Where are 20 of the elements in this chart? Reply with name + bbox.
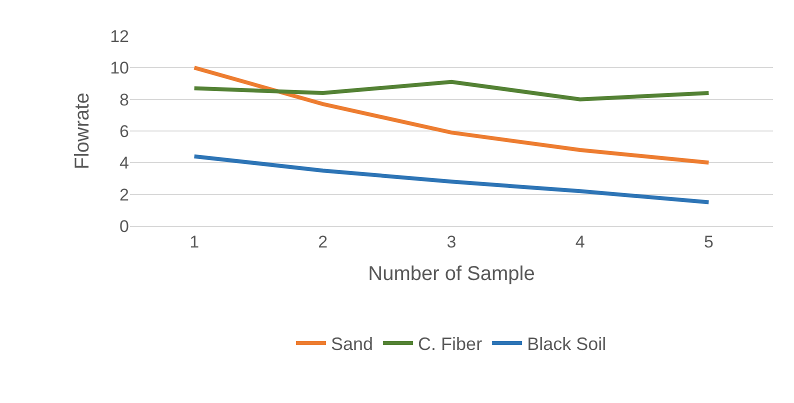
line-series — [192, 154, 711, 204]
x-tick-label: 4 — [575, 232, 585, 252]
x-tick-label: 5 — [704, 232, 714, 252]
y-tick-label: 8 — [120, 90, 129, 110]
legend-label: Sand — [331, 334, 374, 354]
y-tick-label: 12 — [110, 26, 129, 46]
x-tick-label: 3 — [446, 232, 456, 252]
line-series — [192, 66, 711, 165]
line-series — [192, 80, 711, 102]
legend-label: Black Soil — [527, 334, 606, 354]
y-axis-title: Flowrate — [72, 92, 94, 170]
x-tick-label: 2 — [318, 232, 328, 252]
x-tick-label: 1 — [190, 232, 200, 252]
y-tick-label: 6 — [120, 122, 129, 141]
y-tick-label: 4 — [120, 154, 129, 173]
y-tick-label: 0 — [120, 216, 129, 236]
legend-label: C. Fiber — [418, 334, 482, 354]
x-axis-title: Number of Sample — [368, 262, 535, 285]
y-tick-label: 10 — [110, 58, 129, 78]
y-tick-label: 2 — [120, 185, 129, 204]
